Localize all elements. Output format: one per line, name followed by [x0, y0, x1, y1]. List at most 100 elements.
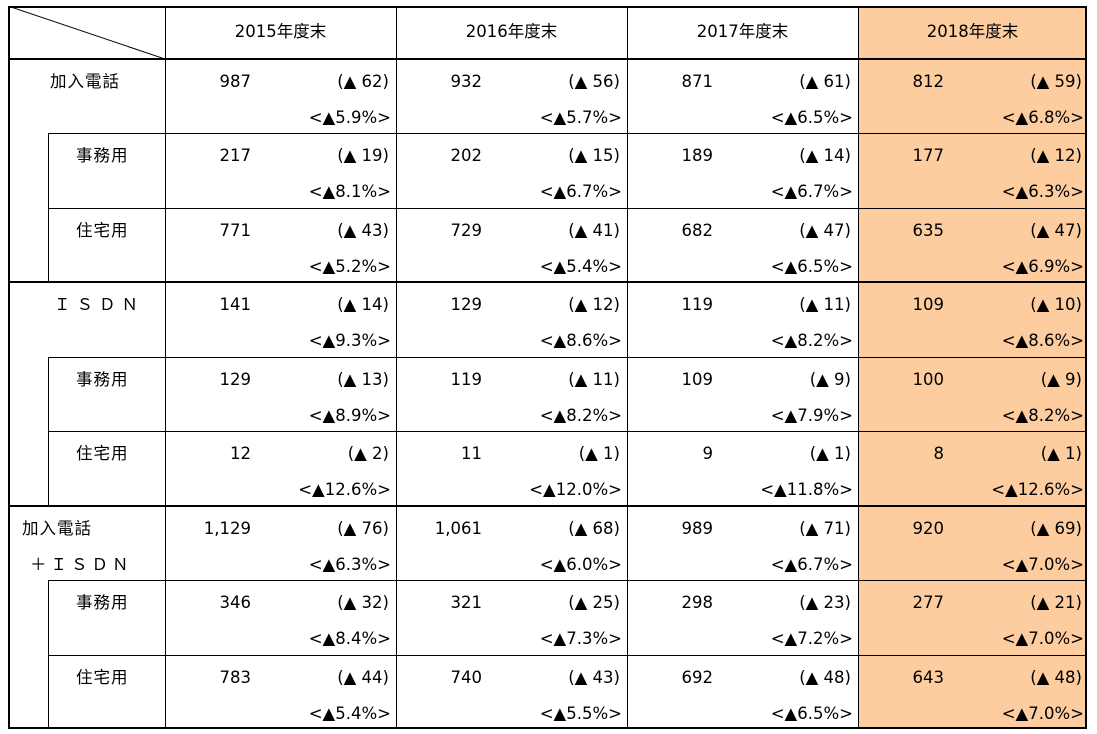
cell-change: (▲ 71): [799, 518, 851, 538]
border-top: [8, 6, 1087, 8]
cell-value: 783: [219, 667, 252, 687]
cell-percent: <▲5.4%>: [539, 256, 622, 276]
column-header: 2017年度末: [696, 22, 789, 41]
cell-percent: <▲8.1%>: [308, 182, 391, 202]
cell-percent: <▲7.0%>: [1001, 703, 1084, 723]
row-label: 加入電話: [22, 518, 92, 538]
cell-change: (▲ 47): [1030, 220, 1082, 240]
cell-percent: <▲11.8%>: [760, 480, 853, 500]
cell-change: (▲ 21): [1030, 593, 1082, 613]
cell-value: 643: [912, 667, 945, 687]
cell-value: 1,061: [434, 518, 482, 538]
row-label: 事務用: [76, 369, 129, 389]
cell-change: (▲ 9): [809, 369, 851, 389]
cell-percent: <▲7.3%>: [539, 629, 622, 649]
cell-percent: <▲6.9%>: [1001, 256, 1084, 276]
row-divider: [48, 654, 1087, 656]
cell-value: 119: [681, 295, 714, 315]
cell-value: 346: [219, 593, 252, 613]
cell-percent: <▲6.5%>: [770, 703, 853, 723]
cell-change: (▲ 15): [568, 146, 620, 166]
cell-change: (▲ 44): [337, 667, 389, 687]
cell-value: 321: [450, 593, 483, 613]
row-label: 住宅用: [76, 667, 129, 687]
cell-percent: <▲7.0%>: [1001, 554, 1084, 574]
column-header: 2018年度末: [926, 22, 1019, 41]
column-header: 2016年度末: [465, 22, 558, 41]
cell-change: (▲ 62): [337, 72, 389, 91]
cell-value: 692: [681, 667, 714, 687]
highlight-column-2018: [858, 6, 1087, 729]
cell-value: 217: [219, 146, 252, 166]
cell-percent: <▲12.0%>: [529, 480, 622, 500]
cell-change: (▲ 48): [799, 667, 851, 687]
cell-percent: <▲12.6%>: [991, 480, 1084, 500]
cell-value: 109: [912, 295, 945, 315]
cell-percent: <▲8.2%>: [1001, 405, 1084, 425]
cell-percent: <▲9.3%>: [308, 331, 391, 351]
cell-percent: <▲5.4%>: [308, 703, 391, 723]
cell-change: (▲ 1): [578, 444, 620, 464]
cell-value: 177: [912, 146, 945, 166]
cell-change: (▲ 47): [799, 220, 851, 240]
row-divider: [48, 580, 1087, 582]
row-label: 事務用: [76, 146, 129, 166]
cell-percent: <▲5.5%>: [539, 703, 622, 723]
cell-value: 298: [681, 593, 714, 613]
cell-percent: <▲6.0%>: [539, 554, 622, 574]
cell-percent: <▲6.7%>: [770, 182, 853, 202]
row-label: ＩＳＤＮ: [54, 295, 144, 315]
cell-change: (▲ 19): [337, 146, 389, 166]
cell-change: (▲ 48): [1030, 667, 1082, 687]
row-label: 住宅用: [76, 444, 129, 464]
cell-change: (▲ 1): [809, 444, 851, 464]
cell-value: 989: [681, 518, 714, 538]
group-divider: [8, 504, 1087, 507]
col-divider: [858, 6, 859, 729]
cell-change: (▲ 43): [337, 220, 389, 240]
cell-percent: <▲6.3%>: [1001, 182, 1084, 202]
cell-change: (▲ 1): [1040, 444, 1082, 464]
row-divider: [48, 207, 1087, 209]
cell-change: (▲ 9): [1040, 369, 1082, 389]
cell-percent: <▲7.2%>: [770, 629, 853, 649]
cell-change: (▲ 76): [337, 518, 389, 538]
cell-percent: <▲8.4%>: [308, 629, 391, 649]
cell-percent: <▲7.9%>: [770, 405, 853, 425]
indent-divider: [48, 356, 49, 506]
indent-divider: [48, 580, 49, 729]
cell-percent: <▲8.2%>: [770, 331, 853, 351]
cell-change: (▲ 12): [568, 295, 620, 315]
cell-value: 1,129: [203, 518, 251, 538]
label-column-divider: [165, 6, 166, 729]
cell-percent: <▲5.2%>: [308, 256, 391, 276]
cell-change: (▲ 56): [568, 72, 620, 91]
cell-value: 119: [450, 369, 483, 389]
cell-percent: <▲6.3%>: [308, 554, 391, 574]
cell-change: (▲ 12): [1030, 146, 1082, 166]
cell-value: 141: [219, 295, 252, 315]
cell-value: 202: [450, 146, 483, 166]
indent-divider: [48, 133, 49, 283]
cell-value: 932: [450, 72, 483, 91]
cell-value: 109: [681, 369, 714, 389]
row-label: 住宅用: [76, 220, 129, 240]
cell-percent: <▲7.0%>: [1001, 629, 1084, 649]
row-label-sub: ＋ＩＳＤＮ: [30, 554, 133, 574]
cell-percent: <▲8.6%>: [1001, 331, 1084, 351]
column-header: 2015年度末: [234, 22, 327, 41]
cell-value: 812: [912, 72, 945, 91]
cell-value: 771: [219, 220, 252, 240]
col-divider: [396, 6, 397, 729]
cell-change: (▲ 69): [1030, 518, 1082, 538]
cell-change: (▲ 11): [568, 369, 620, 389]
cell-change: (▲ 13): [337, 369, 389, 389]
cell-value: 871: [681, 72, 714, 91]
cell-value: 11: [461, 444, 482, 464]
cell-value: 740: [450, 667, 483, 687]
cell-change: (▲ 25): [568, 593, 620, 613]
cell-value: 987: [219, 72, 252, 91]
cell-change: (▲ 32): [337, 593, 389, 613]
cell-percent: <▲8.2%>: [539, 405, 622, 425]
cell-change: (▲ 61): [799, 72, 851, 91]
